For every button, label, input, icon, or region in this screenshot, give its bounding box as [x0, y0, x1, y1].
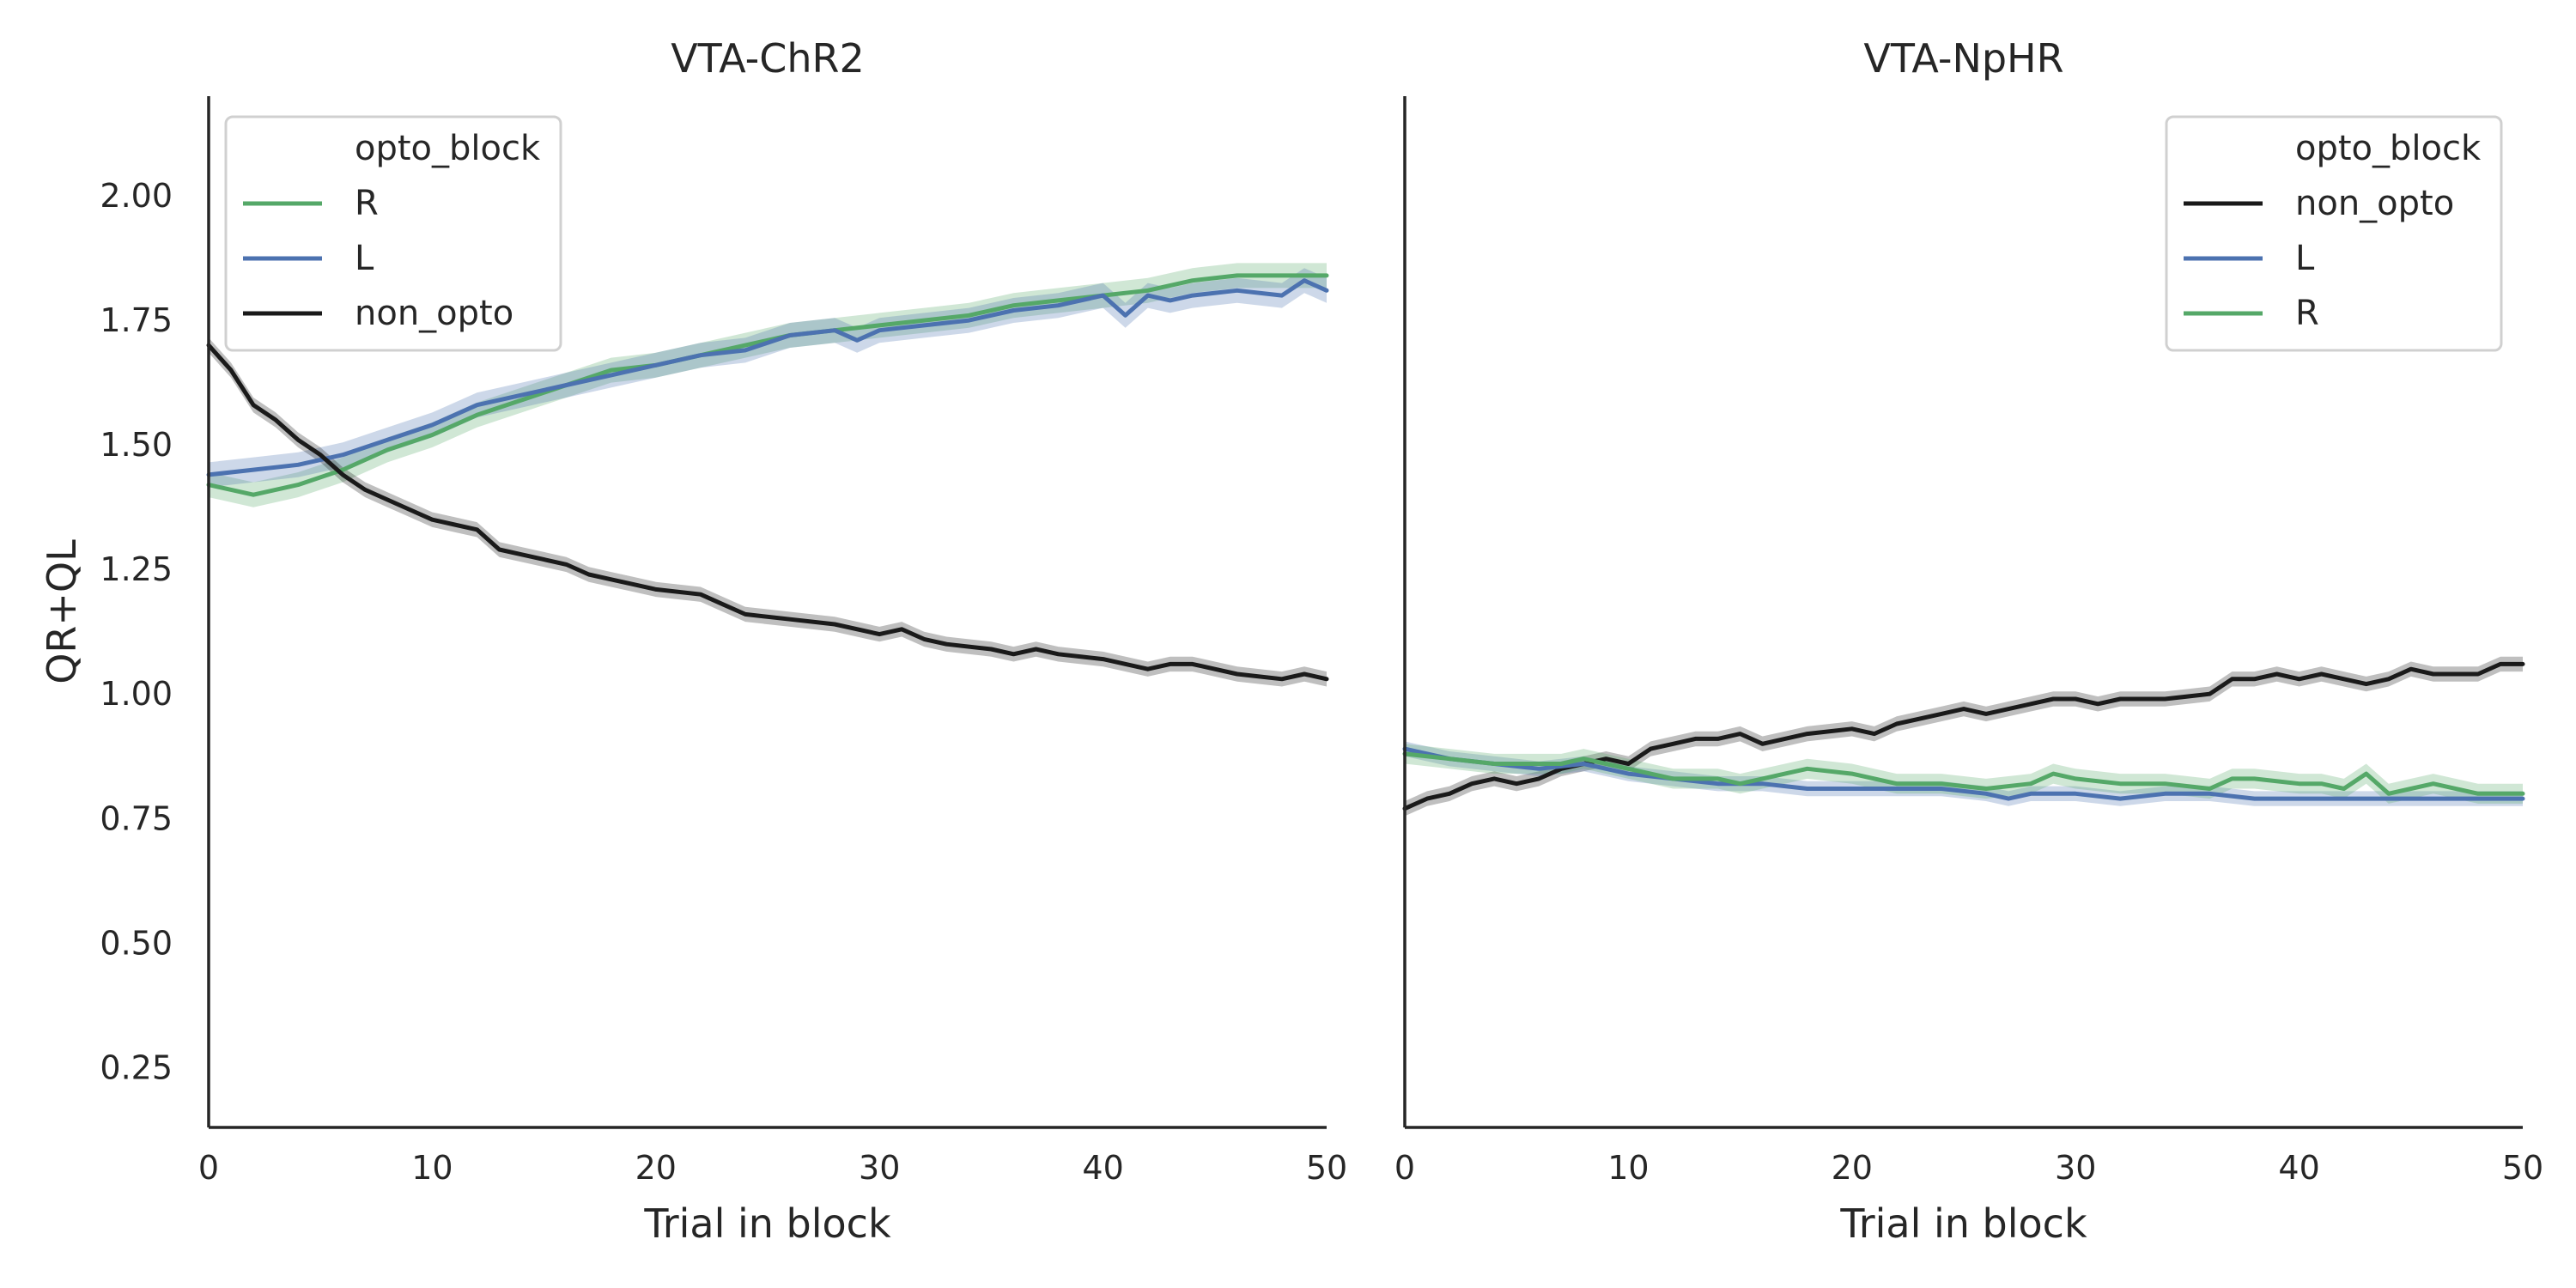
x-tick-label: 40: [2278, 1149, 2319, 1187]
legend-title: opto_block: [2295, 129, 2482, 168]
legend-box: [2165, 115, 2503, 352]
y-tick-label: 2.00: [100, 177, 173, 215]
y-tick-label: 0.25: [100, 1048, 173, 1086]
legend-label-R: R: [355, 184, 379, 223]
x-tick-label: 30: [2055, 1149, 2096, 1187]
chart-title-2: VTA-NpHR: [1863, 35, 2063, 82]
x-tick-label: 0: [1394, 1149, 1415, 1187]
x-tick-label: 20: [1832, 1149, 1873, 1187]
legend-label-non_opto: non_opto: [355, 294, 513, 333]
legend-label-R: R: [2295, 294, 2319, 333]
x-tick-label: 20: [635, 1149, 677, 1187]
ci-band-non_opto: [1405, 656, 2523, 817]
y-tick-label: 0.50: [100, 924, 173, 962]
ci-band-R: [1405, 744, 2523, 804]
x-tick-label: 40: [1082, 1149, 1123, 1187]
ci-band-non_opto: [209, 337, 1327, 687]
legend-label-L: L: [2295, 239, 2315, 278]
y-tick-label: 0.75: [100, 799, 173, 837]
x-tick-label: 10: [1607, 1149, 1649, 1187]
x-tick-label: 10: [411, 1149, 453, 1187]
x-tick-label: 30: [859, 1149, 900, 1187]
chart-title-1: VTA-ChR2: [671, 35, 865, 82]
y-axis-label: QR+QL: [39, 539, 85, 684]
ci-band-L: [209, 268, 1327, 488]
x-tick-label: 50: [2502, 1149, 2543, 1187]
y-tick-label: 1.50: [100, 426, 173, 464]
x-tick-label: 0: [198, 1149, 219, 1187]
series-line-non_opto: [206, 343, 1329, 682]
y-tick-label: 1.75: [100, 301, 173, 339]
series-line-L: [1402, 746, 2525, 801]
x-axis-label: Trial in block: [643, 1200, 891, 1247]
x-tick-label: 50: [1306, 1149, 1347, 1187]
legend-label-L: L: [355, 239, 374, 278]
legend-title: opto_block: [355, 129, 541, 168]
series-line-L: [206, 278, 1329, 477]
y-tick-label: 1.00: [100, 675, 173, 713]
legend-label-non_opto: non_opto: [2295, 184, 2454, 223]
x-axis-label: Trial in block: [1839, 1200, 2087, 1247]
series-line-R: [1402, 751, 2525, 796]
legend-box: [224, 115, 562, 352]
ci-band-R: [209, 263, 1327, 507]
y-tick-label: 1.25: [100, 550, 173, 588]
series-line-R: [206, 273, 1329, 497]
